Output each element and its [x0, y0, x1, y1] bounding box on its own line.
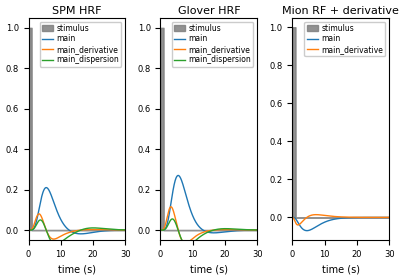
- main_derivative: [164, 218, 169, 221]
- main_dispersion: [236, 228, 240, 231]
- main: [123, 228, 128, 232]
- main_derivative: [190, 237, 195, 240]
- main_dispersion: [120, 228, 125, 232]
- main_derivative: [168, 205, 173, 209]
- main_derivative: [381, 216, 386, 219]
- main_derivative: [37, 212, 42, 216]
- main_derivative: [314, 213, 318, 216]
- X-axis label: time (s): time (s): [322, 264, 360, 274]
- main: [252, 228, 257, 232]
- main_dispersion: [170, 217, 175, 221]
- main: [32, 225, 37, 228]
- main_derivative: [183, 241, 188, 245]
- main: [117, 228, 122, 232]
- main_derivative: [176, 230, 181, 234]
- main: [120, 228, 125, 232]
- main_derivative: [158, 228, 163, 232]
- main_derivative: [117, 228, 122, 232]
- main_derivative: [367, 216, 372, 219]
- main_dispersion: [176, 230, 181, 234]
- main: [212, 231, 216, 235]
- Line: main: main: [28, 188, 125, 234]
- main_dispersion: [164, 226, 169, 229]
- main_dispersion: [104, 227, 108, 230]
- Title: Glover HRF: Glover HRF: [178, 6, 240, 16]
- main: [367, 216, 372, 219]
- main: [158, 228, 163, 232]
- main_dispersion: [44, 230, 49, 233]
- main: [304, 229, 309, 232]
- main_dispersion: [190, 241, 195, 245]
- main_derivative: [51, 237, 56, 241]
- X-axis label: time (s): time (s): [58, 264, 96, 274]
- main: [308, 228, 313, 232]
- main_dispersion: [26, 228, 31, 232]
- main_dispersion: [53, 243, 58, 246]
- main_dispersion: [252, 228, 257, 232]
- main_derivative: [290, 216, 295, 219]
- Title: Mion RF + derivative: Mion RF + derivative: [282, 6, 399, 16]
- main_derivative: [58, 235, 63, 238]
- main: [78, 232, 83, 235]
- main: [26, 228, 31, 232]
- main: [164, 224, 169, 227]
- main_dispersion: [158, 228, 163, 232]
- main_derivative: [384, 216, 389, 219]
- X-axis label: time (s): time (s): [190, 264, 228, 274]
- main: [44, 186, 49, 189]
- main_derivative: [249, 228, 254, 232]
- main: [290, 216, 295, 219]
- Legend: stimulus, main, main_derivative, main_dispersion: stimulus, main, main_derivative, main_di…: [172, 22, 253, 67]
- Line: main: main: [160, 176, 257, 233]
- main_derivative: [32, 221, 37, 225]
- main: [236, 229, 240, 232]
- main: [58, 218, 63, 221]
- Line: main_dispersion: main_dispersion: [28, 220, 125, 244]
- main_dispersion: [255, 228, 260, 232]
- main: [104, 229, 108, 232]
- main_derivative: [387, 216, 392, 219]
- main_dispersion: [58, 241, 63, 244]
- Line: main_derivative: main_derivative: [292, 215, 389, 225]
- main_derivative: [120, 228, 125, 232]
- main_derivative: [308, 214, 313, 217]
- main_derivative: [104, 228, 108, 232]
- main_derivative: [236, 228, 240, 232]
- Legend: stimulus, main, main_derivative, main_dispersion: stimulus, main, main_derivative, main_di…: [40, 22, 122, 67]
- main_derivative: [296, 223, 301, 227]
- main_derivative: [322, 214, 327, 217]
- main_derivative: [44, 230, 49, 233]
- main: [44, 186, 49, 189]
- main: [387, 216, 392, 219]
- main_derivative: [255, 228, 260, 232]
- main: [380, 216, 385, 219]
- main_derivative: [123, 228, 128, 232]
- main: [384, 216, 389, 219]
- main: [176, 174, 181, 177]
- Line: main: main: [292, 217, 389, 231]
- main_derivative: [296, 223, 300, 227]
- Line: main_derivative: main_derivative: [28, 214, 125, 239]
- main: [322, 221, 327, 224]
- Legend: stimulus, main, main_derivative: stimulus, main, main_derivative: [304, 22, 385, 56]
- main_derivative: [26, 228, 31, 232]
- main_dispersion: [249, 228, 254, 232]
- main_dispersion: [117, 228, 122, 231]
- main: [296, 222, 301, 225]
- Line: main_derivative: main_derivative: [160, 207, 257, 243]
- main: [176, 174, 181, 177]
- main_dispersion: [185, 244, 190, 248]
- main: [190, 214, 195, 217]
- Line: main_dispersion: main_dispersion: [160, 219, 257, 246]
- main: [249, 228, 254, 232]
- main_dispersion: [123, 228, 128, 232]
- main_dispersion: [32, 226, 37, 229]
- main_dispersion: [38, 218, 43, 222]
- main: [255, 228, 260, 232]
- Title: SPM HRF: SPM HRF: [52, 6, 102, 16]
- main_derivative: [252, 228, 257, 232]
